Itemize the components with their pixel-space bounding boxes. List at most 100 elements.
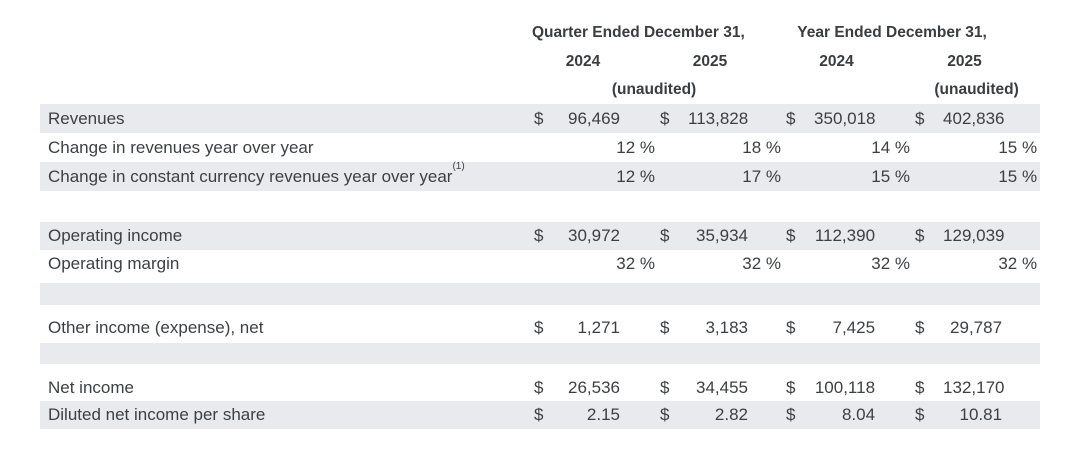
cell-q4-2025: 32 % — [742, 254, 782, 273]
table-row-diluted-eps: Diluted net income per share $ 2.15 $ 2.… — [40, 401, 1041, 429]
quarter-ended-header: Quarter Ended December 31, — [532, 23, 745, 41]
dollar-sign: $ — [660, 318, 670, 337]
spacer-row — [40, 305, 1040, 315]
dollar-sign: $ — [784, 401, 815, 429]
row-label: Revenues — [40, 104, 532, 133]
dollar-sign: $ — [784, 222, 815, 250]
cell-fy-2024: 8.04 — [814, 401, 876, 429]
year-2025-header: 2025 — [947, 52, 982, 70]
dollar-sign: $ — [786, 318, 796, 337]
cell-suffix — [875, 401, 914, 429]
cell-suffix — [748, 222, 785, 250]
spacer-row — [40, 364, 1040, 374]
cell-fy-2025: 15 % — [943, 162, 1041, 191]
cell-q4-2025: 2.82 — [688, 401, 748, 429]
dollar-sign: $ — [658, 222, 688, 250]
cell-suffix — [620, 374, 658, 401]
cell-q4-2024: 1,271 — [577, 318, 620, 337]
cell-fy-2025: 129,039 — [943, 222, 1004, 250]
header-spacer — [40, 47, 532, 76]
cell-q4-2024: 26,536 — [568, 377, 620, 397]
cell-q4-2024: 2.15 — [562, 401, 620, 429]
cell-suffix — [620, 315, 658, 341]
cell-suffix — [875, 104, 914, 133]
financial-results-table-container: Quarter Ended December 31, Year Ended De… — [40, 18, 1041, 429]
dollar-sign: $ — [658, 104, 688, 133]
cell-suffix — [1002, 374, 1040, 401]
dollar-sign: $ — [915, 377, 925, 397]
cell-q4-2025: 18 % — [742, 137, 782, 157]
cell-fy-2024: 32 % — [871, 254, 911, 273]
header-row-years: 2024 2025 2024 2025 — [40, 47, 1040, 76]
header-row-period-titles: Quarter Ended December 31, Year Ended De… — [40, 18, 1040, 47]
table-row-constant-currency-change: Change in constant currency revenues yea… — [40, 161, 1041, 191]
cell-fy-2024: 14 % — [871, 137, 911, 157]
cell-fy-2025: 10.81 — [943, 401, 1003, 429]
cell-fy-2025: 15 % — [998, 137, 1038, 157]
cell-fy-2024: 15 % — [814, 162, 914, 191]
cell-fy-2025: 29,787 — [950, 318, 1003, 337]
header-spacer — [40, 18, 532, 47]
cell-suffix — [1002, 104, 1041, 133]
shaded-spacer-row — [40, 283, 1041, 305]
cell-q4-2024: 12 % — [562, 162, 658, 191]
header-spacer — [40, 76, 532, 104]
cell-fy-2024: 7,425 — [832, 318, 876, 337]
spacer-row — [40, 191, 1040, 222]
annual-unaudited-note: (unaudited) — [934, 81, 1019, 98]
row-label: Net income — [48, 377, 134, 397]
cell-suffix — [748, 374, 784, 401]
cell-q4-2025: 34,455 — [696, 377, 748, 397]
cell-q4-2024: 96,469 — [562, 104, 620, 133]
cell-suffix — [875, 374, 913, 401]
dollar-sign: $ — [786, 377, 796, 397]
financial-results-table: Quarter Ended December 31, Year Ended De… — [40, 18, 1041, 429]
cell-suffix — [1002, 315, 1040, 341]
row-label: Other income (expense), net — [48, 318, 264, 337]
cell-fy-2025: 132,170 — [943, 377, 1005, 397]
table-row-other-income: Other income (expense), net $ 1,271 $ 3,… — [40, 315, 1040, 341]
cell-fy-2024: 112,390 — [814, 222, 876, 250]
dollar-sign: $ — [915, 318, 925, 337]
quarter-2024-header: 2024 — [565, 52, 601, 70]
cell-fy-2025: 32 % — [998, 254, 1038, 273]
row-label: Operating margin — [48, 254, 180, 273]
cell-fy-2025: 402,836 — [943, 104, 1004, 133]
cell-q4-2025: 17 % — [688, 162, 785, 191]
dollar-sign: $ — [913, 222, 944, 250]
table-row-revenue-change: Change in revenues year over year 12 % 1… — [40, 133, 1040, 162]
dollar-sign: $ — [534, 318, 544, 337]
cell-q4-2024: 12 % — [616, 137, 655, 157]
table-row-operating-margin: Operating margin 32 % 32 % 32 % 32 % — [40, 250, 1040, 278]
dollar-sign: $ — [660, 377, 670, 397]
cell-suffix — [748, 401, 785, 429]
cell-fy-2024: 350,018 — [814, 104, 875, 133]
table-row-operating-income: Operating income $ 30,972 $ 35,934 $ 112… — [40, 222, 1041, 250]
dollar-sign: $ — [532, 104, 562, 133]
cell-q4-2025: 35,934 — [688, 222, 748, 250]
cell-suffix — [620, 222, 658, 250]
cell-suffix — [875, 222, 914, 250]
table-row-net-income: Net income $ 26,536 $ 34,455 $ 100,118 $… — [40, 374, 1040, 401]
row-label: Diluted net income per share — [40, 401, 532, 429]
header-row-unaudited: (unaudited) (unaudited) — [40, 76, 1040, 104]
cell-q4-2024: 30,972 — [562, 222, 620, 250]
cell-suffix — [620, 104, 658, 133]
cell-suffix — [1002, 222, 1041, 250]
cell-suffix — [748, 315, 784, 341]
dollar-sign: $ — [532, 401, 562, 429]
table-row-revenues: Revenues $ 96,469 $ 113,828 $ 350,018 $ … — [40, 104, 1041, 133]
cell-suffix — [1002, 401, 1041, 429]
cell-q4-2024: 32 % — [616, 254, 655, 273]
row-label: Operating income — [40, 222, 532, 250]
cell-suffix — [748, 104, 785, 133]
dollar-sign: $ — [913, 104, 944, 133]
cell-q4-2025: 113,828 — [688, 104, 748, 133]
dollar-sign: $ — [532, 222, 562, 250]
dollar-sign: $ — [913, 401, 944, 429]
quarter-unaudited-note: (unaudited) — [611, 81, 697, 98]
dollar-sign: $ — [534, 377, 544, 397]
cell-fy-2024: 100,118 — [814, 377, 876, 397]
cell-q4-2025: 3,183 — [705, 318, 748, 337]
row-label-text: Change in constant currency revenues yea… — [48, 166, 453, 186]
